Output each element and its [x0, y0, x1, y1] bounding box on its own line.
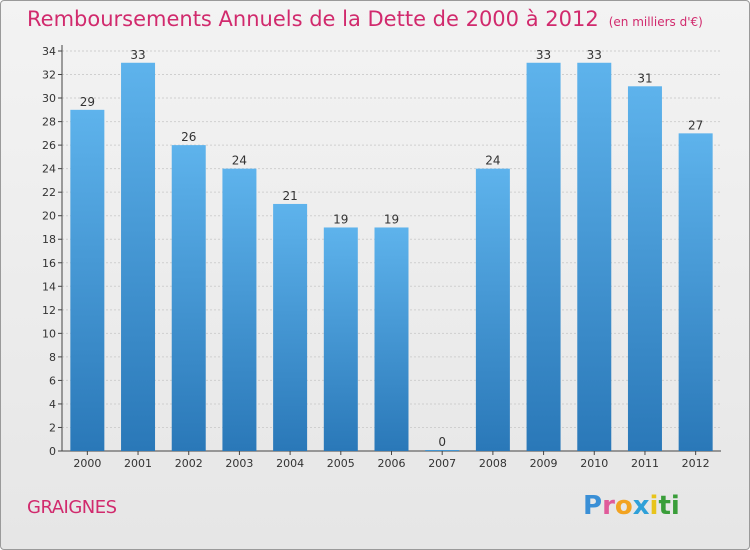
data-label: 31 [637, 71, 652, 85]
logo-letter: P [583, 491, 603, 521]
x-tick-label: 2006 [378, 457, 406, 470]
x-tick-label: 2008 [479, 457, 507, 470]
bar [121, 62, 156, 451]
x-tick-label: 2007 [428, 457, 456, 470]
data-label: 29 [80, 95, 95, 109]
x-tick-label: 2010 [580, 457, 608, 470]
y-tick-label: 32 [42, 69, 56, 82]
x-tick-label: 2001 [124, 457, 152, 470]
y-tick-label: 34 [42, 45, 56, 58]
data-labels: 29 33 26 24 21 19 19 0 24 33 33 31 27 [80, 48, 704, 449]
chart-subtitle: (en milliers d'€) [608, 15, 703, 29]
bar [222, 168, 257, 451]
chart-title: Remboursements Annuels de la Dette de 20… [27, 7, 703, 31]
y-tick-label: 20 [42, 210, 56, 223]
bar [577, 62, 612, 451]
data-label: 19 [333, 212, 348, 226]
logo-letter: i [649, 491, 659, 521]
commune-name: GRAIGNES [27, 497, 117, 518]
data-label: 24 [232, 154, 247, 168]
data-label: 33 [130, 48, 145, 62]
x-tick-label: 2009 [530, 457, 558, 470]
data-label: 26 [181, 130, 196, 144]
data-label: 0 [438, 435, 446, 449]
y-tick-label: 24 [42, 163, 56, 176]
bar [273, 203, 308, 451]
y-tick-label: 16 [42, 257, 56, 270]
bar [678, 133, 713, 451]
y-tick-label: 18 [42, 233, 56, 246]
data-label: 19 [384, 212, 399, 226]
y-tick-label: 26 [42, 139, 56, 152]
bar [70, 109, 105, 451]
data-label: 33 [536, 48, 551, 62]
bar [171, 145, 206, 451]
logo-letter: t [658, 491, 671, 521]
y-tick-label: 0 [49, 445, 56, 458]
bar [627, 86, 662, 451]
x-tick-label: 2000 [73, 457, 101, 470]
logo-letter: i [670, 491, 680, 521]
y-tick-label: 10 [42, 327, 56, 340]
x-tick-label: 2004 [276, 457, 304, 470]
title-text: Remboursements Annuels de la Dette de 20… [27, 7, 599, 31]
bar [323, 227, 358, 451]
y-tick-label: 4 [49, 398, 56, 411]
data-label: 24 [485, 154, 500, 168]
y-tick-label: 12 [42, 304, 56, 317]
bar [475, 168, 510, 451]
y-tick-label: 22 [42, 186, 56, 199]
y-tick-label: 8 [49, 351, 56, 364]
logo-letter: x [632, 491, 650, 521]
y-tick-label: 6 [49, 374, 56, 387]
x-tick-label: 2005 [327, 457, 355, 470]
logo-letter: r [602, 491, 615, 521]
x-tick-label: 2003 [225, 457, 253, 470]
x-tick-label: 2012 [682, 457, 710, 470]
data-label: 27 [688, 118, 703, 132]
y-tick-label: 30 [42, 92, 56, 105]
proxiti-logo: Proxiti [583, 491, 680, 521]
data-label: 21 [282, 189, 297, 203]
y-tick-label: 28 [42, 116, 56, 129]
x-tick-label: 2002 [175, 457, 203, 470]
bar [425, 450, 460, 451]
data-label: 33 [587, 48, 602, 62]
y-tick-label: 14 [42, 280, 56, 293]
bars [70, 62, 713, 451]
bar [526, 62, 561, 451]
x-tick-label: 2011 [631, 457, 659, 470]
y-tick-label: 2 [49, 421, 56, 434]
bar [374, 227, 409, 451]
logo-letter: o [614, 491, 633, 521]
